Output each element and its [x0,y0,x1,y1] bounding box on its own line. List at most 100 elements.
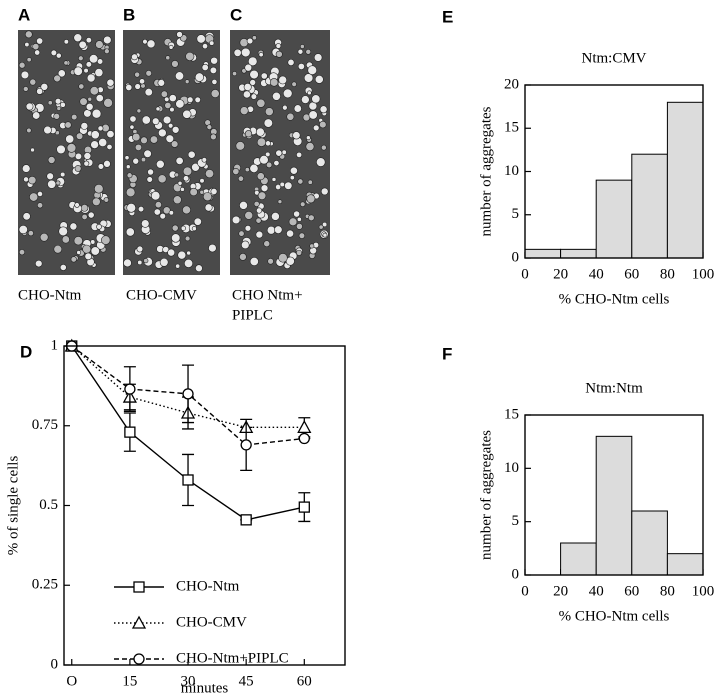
cell [235,141,245,151]
micrograph [123,30,220,275]
y-axis-label: number of aggregates [478,106,494,236]
cell [87,96,93,102]
cell [73,236,83,246]
cell [260,72,268,80]
cell [194,96,201,103]
cell [269,78,279,87]
cell [73,66,83,76]
cell [279,181,285,188]
cell [182,166,193,176]
cell [60,171,66,178]
cell [182,205,191,215]
y-tick-label: 0.5 [39,497,58,513]
cell [46,172,54,180]
cell [240,47,251,58]
cell [160,90,168,98]
cell [63,60,69,66]
marker [182,474,194,486]
cell [24,30,33,39]
cell [129,124,135,130]
chart-title: Ntm:Ntm [585,380,643,396]
cell [201,63,209,71]
cell [40,83,49,91]
cell [255,230,264,239]
y-tick-label: 1 [51,337,59,353]
cell [79,97,88,106]
cell [275,50,283,58]
cell [244,211,254,220]
cell [278,75,288,85]
cell [134,83,141,90]
cell [202,192,213,202]
cell [314,74,324,84]
y-tick-label: 15 [504,120,519,136]
cell [309,243,315,249]
cell [85,37,92,44]
cell [150,191,161,201]
cell [164,101,172,109]
cell [98,138,108,147]
cell [137,206,145,213]
cell [193,217,202,226]
cell [199,178,205,184]
cell [81,213,88,220]
cell [134,143,143,151]
cell [53,74,61,83]
cell [73,33,83,43]
cell [263,240,271,248]
cell [210,89,220,98]
cell [168,44,174,50]
cell [55,180,61,186]
cell [205,169,215,179]
cell [39,232,49,242]
cell [257,191,267,200]
cell [132,157,140,165]
x-tick-label: 80 [660,583,675,599]
y-tick-label: 15 [504,406,519,422]
cell [312,124,320,132]
cell [20,70,30,80]
micrograph [230,30,330,275]
cell [176,31,183,38]
y-tick-label: 0.25 [32,577,58,593]
cell [89,54,99,64]
marker [124,383,136,395]
cell [123,258,132,268]
cell [184,235,191,242]
cell [232,168,240,175]
cell [167,248,176,257]
bar [631,153,668,259]
cell [83,68,89,74]
cell [103,160,111,168]
cell [177,250,187,260]
cell [22,212,31,221]
cell [322,221,328,228]
cell [196,34,206,44]
cell [286,112,295,121]
cell [140,136,148,145]
cell [175,263,181,269]
cell [78,55,84,61]
cell [237,175,244,182]
cell [171,224,179,232]
marker [240,514,252,526]
cell [129,115,137,123]
cell [90,140,99,149]
cell [260,184,269,192]
cell [153,208,161,216]
cell [204,203,213,212]
cell [308,214,315,222]
cell [232,71,238,77]
cell [238,230,245,237]
cell [202,43,209,50]
bar [524,248,562,259]
cell [142,39,148,45]
cell [265,140,271,147]
plot-frame [63,345,346,666]
cell [288,217,298,227]
cell [63,39,69,45]
y-tick-label: 0.75 [32,417,58,433]
cell [311,94,321,104]
cell [83,160,90,167]
cell [86,73,96,83]
